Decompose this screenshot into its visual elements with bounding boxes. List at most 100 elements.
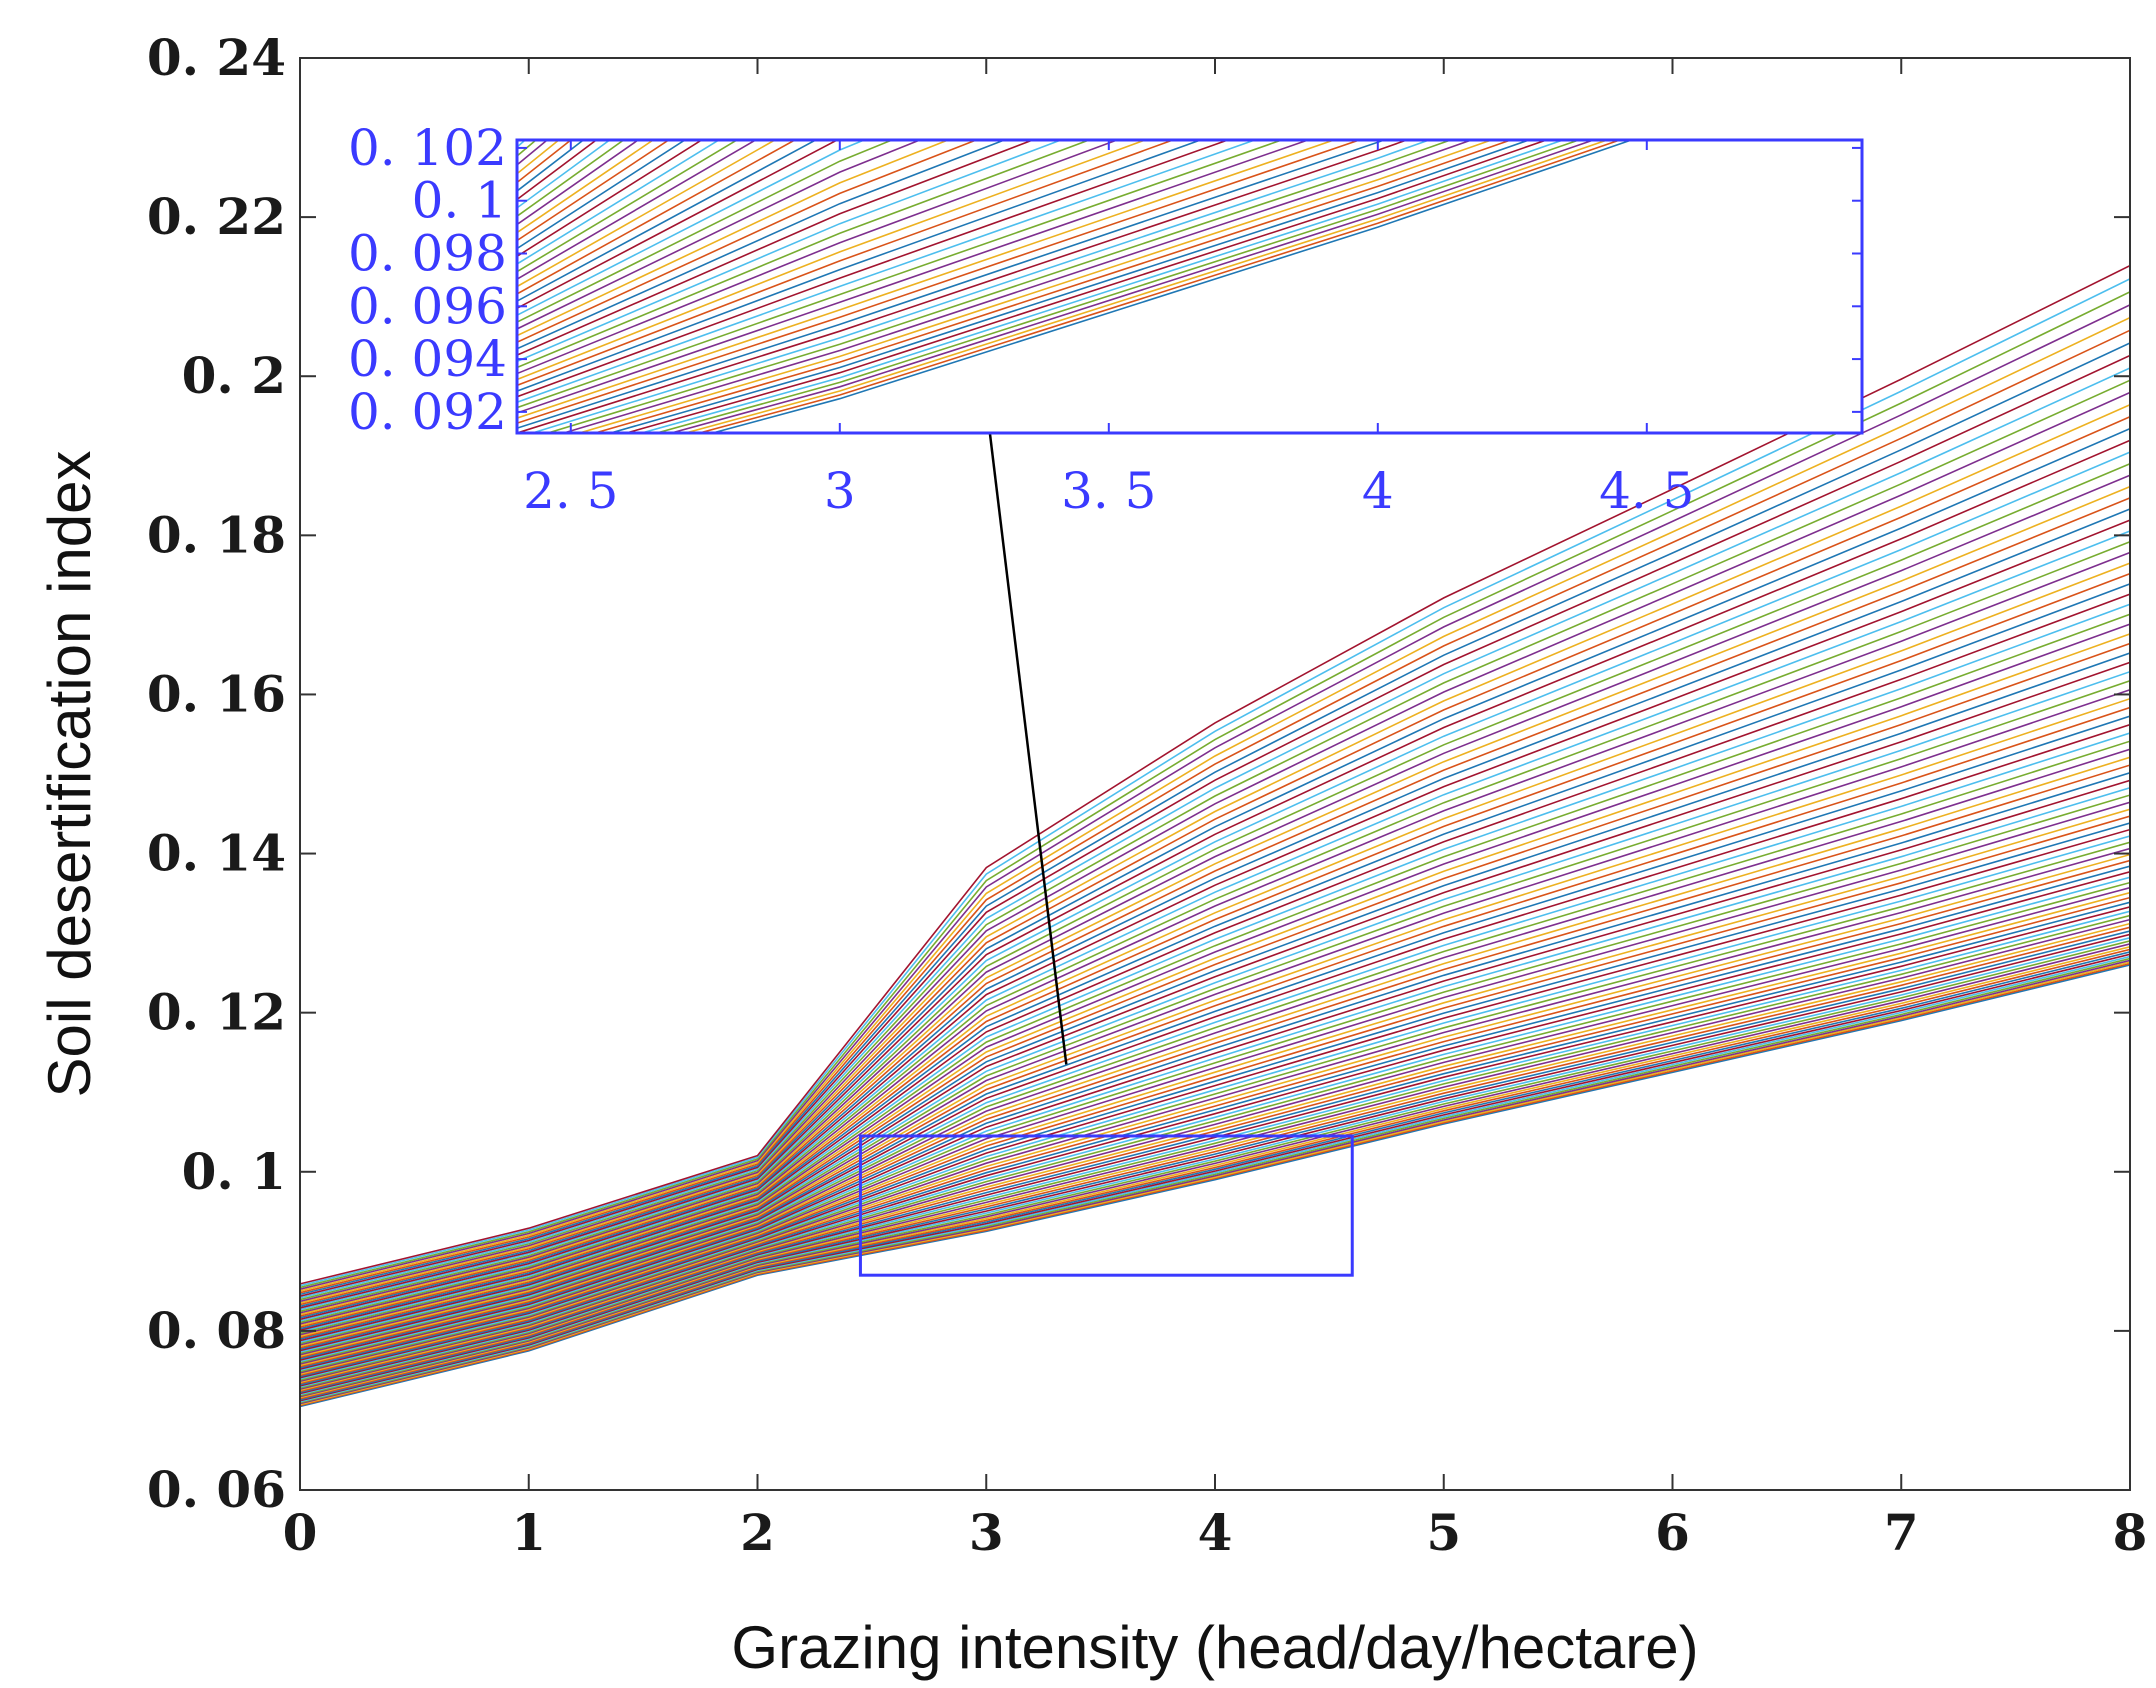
series-line-67 [300,551,2130,1325]
series-line-13 [300,937,2130,1396]
series-line-6 [300,955,2130,1403]
series-line-7 [300,953,2130,1402]
inset-y-tick-label: 0. 092 [348,383,507,441]
inset-series-line-1 [709,140,1634,433]
x-tick-label: 6 [1655,1503,1690,1562]
series-line-88 [300,304,2130,1290]
x-tick-label: 1 [511,1503,546,1562]
x-tick-label: 4 [1198,1503,1233,1562]
series-line-60 [300,623,2130,1336]
series-line-26 [300,881,2130,1381]
series-line-48 [300,732,2130,1353]
series-line-28 [300,871,2130,1379]
series-line-18 [300,918,2130,1390]
inset-series-line-6 [638,140,1566,433]
series-line-44 [300,764,2130,1359]
main-series-group [300,264,2130,1408]
inset-y-tick-label: 0. 094 [348,330,507,388]
series-line-65 [300,572,2130,1328]
series-line-33 [300,841,2130,1373]
series-line-63 [300,593,2130,1331]
inset-x-tick-label: 4. 5 [1599,462,1694,520]
series-line-10 [300,946,2130,1399]
series-line-1 [300,964,2130,1408]
series-line-38 [300,808,2130,1367]
series-line-66 [300,562,2130,1327]
series-line-51 [300,706,2130,1349]
inset-series-line-10 [576,140,1494,433]
series-line-85 [300,342,2130,1296]
inset-series-line-7 [623,140,1549,433]
inset-series-group [517,140,1634,433]
series-line-49 [300,723,2130,1352]
inset-series-line-12 [545,140,1453,433]
series-line-79 [300,415,2130,1306]
series-line-11 [300,943,2130,1398]
series-line-77 [300,439,2130,1309]
series-line-40 [300,794,2130,1364]
inset-y-tick-label: 0. 096 [348,277,507,335]
series-line-56 [300,661,2130,1342]
inset-frame [515,138,1864,435]
y-tick-label: 0. 22 [147,187,286,246]
series-line-87 [300,316,2130,1292]
series-line-57 [300,652,2130,1340]
series-line-25 [300,886,2130,1382]
inset-series-line-8 [607,140,1532,433]
inset-series-line-13 [529,140,1432,433]
series-line-82 [300,379,2130,1301]
series-line-41 [300,787,2130,1363]
series-line-47 [300,740,2130,1355]
series-line-70 [300,519,2130,1321]
y-tick-label: 0. 08 [147,1301,286,1360]
series-line-86 [300,329,2130,1294]
inset-series-line-5 [653,140,1582,433]
series-line-16 [300,926,2130,1393]
series-line-69 [300,530,2130,1322]
series-line-8 [300,951,2130,1401]
x-tick-label: 2 [740,1503,775,1562]
x-tick-label: 8 [2113,1503,2148,1562]
main-axis-ticks: 0 1 2 3 4 5 6 7 80. 060. 080. 10. 120. 140. 160.… [147,28,2148,1562]
y-tick-label: 0. 14 [147,824,286,883]
series-line-32 [300,847,2130,1374]
series-line-58 [300,642,2130,1339]
series-line-12 [300,940,2130,1397]
inset-series-line-9 [592,140,1514,433]
inset-y-tick-label: 0. 102 [348,119,507,177]
inset-x-tick-label: 3. 5 [1061,462,1156,520]
inset-series-line-11 [560,140,1474,433]
y-tick-label: 0. 12 [147,983,286,1042]
series-line-83 [300,367,2130,1299]
series-line-62 [300,603,2130,1333]
series-line-2 [300,962,2130,1407]
inset-x-tick-label: 3 [824,462,856,520]
inset-x-tick-label: 2. 5 [523,462,618,520]
inset-y-tick-label: 0. 1 [412,172,507,230]
x-tick-label: 3 [969,1503,1004,1562]
y-tick-label: 0. 24 [147,28,286,87]
series-line-52 [300,697,2130,1348]
inset-y-tick-label: 0. 098 [348,225,507,283]
series-line-20 [300,910,2130,1388]
series-line-19 [300,914,2130,1389]
series-line-75 [300,462,2130,1313]
series-line-3 [300,961,2130,1406]
series-line-9 [300,948,2130,1400]
series-line-22 [300,901,2130,1386]
series-line-45 [300,756,2130,1357]
series-line-84 [300,354,2130,1297]
series-line-37 [300,815,2130,1368]
series-line-36 [300,822,2130,1369]
series-line-68 [300,541,2130,1324]
series-line-23 [300,896,2130,1385]
inset-series-line-14 [517,140,1410,433]
x-tick-label: 0 [283,1503,318,1562]
y-tick-label: 0. 1 [182,1142,286,1201]
series-line-64 [300,583,2130,1330]
y-tick-label: 0. 2 [182,346,286,405]
series-line-43 [300,772,2130,1360]
series-line-4 [300,959,2130,1405]
series-line-54 [300,680,2130,1345]
